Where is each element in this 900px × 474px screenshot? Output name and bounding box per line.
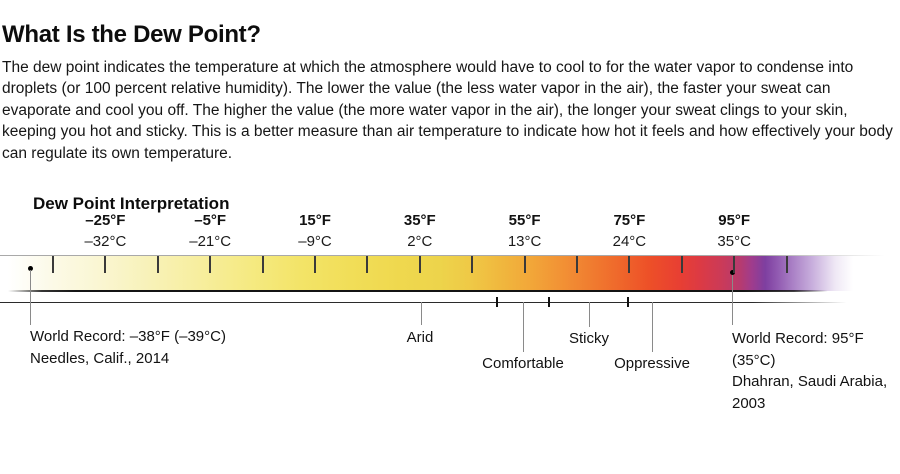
axis-label-fahrenheit: –25°F — [85, 212, 126, 229]
record-low-dot — [28, 266, 33, 271]
zone-boundary-50f — [496, 297, 498, 307]
axis-label-celsius: 24°C — [612, 233, 647, 250]
zone-label-arid: Arid — [406, 329, 434, 346]
axis-label-fahrenheit: 95°F — [718, 212, 751, 229]
chart-title: Dew Point Interpretation — [33, 194, 230, 214]
axis-label-fahrenheit: 55°F — [508, 212, 541, 229]
axis-label-fahrenheit: 15°F — [299, 212, 331, 229]
axis-label-fahrenheit: 35°F — [403, 212, 436, 229]
axis-label-celsius: 2°C — [407, 233, 433, 250]
scale-tick — [680, 256, 683, 273]
record-high-dot — [730, 270, 735, 275]
arid-leader-line — [421, 302, 422, 325]
scale-tick — [156, 256, 159, 273]
record-high-line1: World Record: 95°F (35°C) — [732, 330, 864, 369]
page-title: What Is the Dew Point? — [2, 21, 261, 49]
scale-tick — [785, 256, 788, 273]
record-low-line1: World Record: –38°F (–39°C) — [30, 328, 226, 345]
record-high-leader-line — [732, 275, 733, 325]
intro-paragraph: The dew point indicates the temperature … — [2, 58, 893, 162]
zone-boundary-75f — [627, 297, 629, 307]
zone-label-comfortable: Comfortable — [482, 355, 564, 372]
dew-point-chart: Arid Comfortable Sticky Oppressive World… — [0, 200, 900, 474]
scale-tick — [104, 256, 107, 273]
record-high-line2: Dhahran, Saudi Arabia, — [732, 373, 888, 390]
record-low-leader-line — [30, 270, 31, 325]
record-low-annotation: World Record: –38°F (–39°C) Needles, Cal… — [30, 326, 226, 369]
scale-tick — [471, 256, 474, 273]
comfortable-leader-line — [523, 302, 524, 352]
scale-tick — [366, 256, 369, 273]
scale-tick — [576, 256, 578, 273]
axis-label-celsius: –21°C — [189, 233, 232, 250]
oppressive-leader-line — [652, 302, 653, 352]
record-high-annotation: World Record: 95°F (35°C) Dhahran, Saudi… — [732, 328, 900, 414]
axis-label-celsius: 13°C — [507, 233, 542, 250]
scale-tick — [628, 256, 631, 273]
axis-label-fahrenheit: 75°F — [613, 212, 646, 229]
zone-axis-line — [0, 302, 855, 303]
zone-label-oppressive: Oppressive — [614, 355, 690, 372]
scale-bar-bottom-edge — [8, 290, 853, 292]
dew-point-gradient-bar — [8, 256, 853, 291]
axis-label-celsius: –9°C — [298, 233, 332, 250]
scale-tick — [52, 256, 54, 273]
scale-tick — [261, 256, 264, 273]
axis-label-celsius: –32°C — [84, 233, 127, 250]
axis-label-celsius: 35°C — [717, 233, 751, 250]
record-low-line2: Needles, Calif., 2014 — [30, 349, 170, 367]
scale-tick — [314, 256, 316, 273]
zone-boundary-60f — [548, 297, 550, 307]
axis-label-fahrenheit: –5°F — [194, 212, 227, 229]
scale-tick — [733, 256, 736, 273]
sticky-leader-line — [589, 302, 590, 327]
zone-label-sticky: Sticky — [568, 330, 609, 347]
scale-tick — [209, 256, 212, 273]
record-high-line3: 2003 — [732, 394, 766, 412]
scale-tick — [523, 256, 526, 273]
scale-tick — [418, 256, 421, 273]
scale-top-line — [0, 255, 885, 256]
